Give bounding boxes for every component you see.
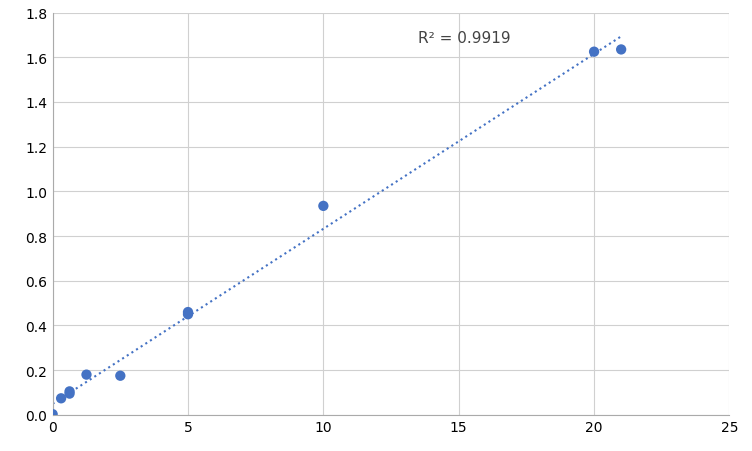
Point [55, 395, 67, 402]
Point [63, 388, 75, 395]
Point [80, 371, 92, 378]
Point [182, 311, 194, 318]
Point [588, 49, 600, 56]
Point [615, 47, 627, 54]
Point [47, 411, 59, 418]
Text: R² = 0.9919: R² = 0.9919 [418, 31, 511, 46]
Point [317, 203, 329, 210]
Point [114, 372, 126, 379]
Point [63, 390, 75, 397]
Point [182, 309, 194, 316]
